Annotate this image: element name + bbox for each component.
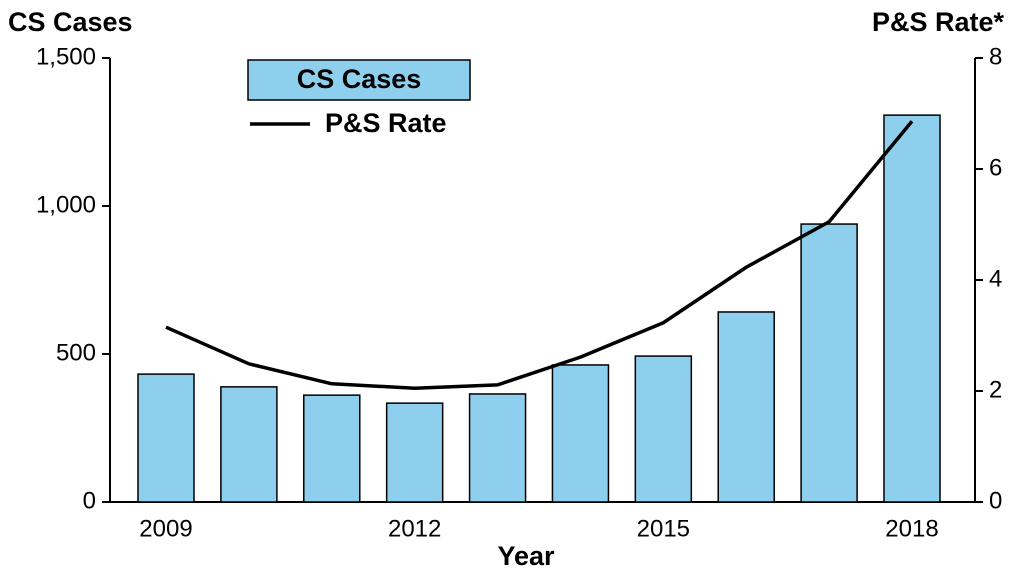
x-tick-label: 2015 bbox=[637, 515, 690, 542]
legend-swatch bbox=[247, 59, 471, 101]
y-tick-label: 1,500 bbox=[36, 43, 96, 70]
line bbox=[165, 120, 914, 390]
x-tick-label: 2009 bbox=[139, 515, 192, 542]
bar bbox=[551, 364, 610, 503]
bar bbox=[220, 386, 278, 503]
y-axis-label: CS Cases bbox=[8, 7, 133, 37]
bar bbox=[137, 373, 195, 503]
x-tick-label: 2012 bbox=[388, 515, 441, 542]
y2-tick-label: 4 bbox=[989, 265, 1002, 292]
x-axis-label: Year bbox=[497, 541, 555, 571]
y-tick-label: 0 bbox=[83, 487, 96, 514]
y2-tick-label: 6 bbox=[989, 154, 1002, 181]
y-tick-label: 1,000 bbox=[36, 191, 96, 218]
y-tick-label: 500 bbox=[56, 339, 96, 366]
bar bbox=[883, 114, 941, 503]
y2-axis-label: P&S Rate* bbox=[872, 7, 1005, 37]
legend-label: CS Cases bbox=[297, 64, 422, 94]
bar bbox=[717, 311, 775, 503]
x-tick-label: 2018 bbox=[885, 515, 938, 542]
bar bbox=[634, 355, 693, 503]
legend-label: P&S Rate bbox=[325, 108, 447, 138]
bar bbox=[303, 394, 361, 503]
y2-tick-label: 2 bbox=[989, 376, 1002, 403]
y2-tick-label: 8 bbox=[989, 43, 1002, 70]
bar bbox=[468, 393, 527, 503]
y2-tick-label: 0 bbox=[989, 487, 1002, 514]
bar bbox=[800, 223, 858, 503]
bar bbox=[385, 402, 444, 503]
